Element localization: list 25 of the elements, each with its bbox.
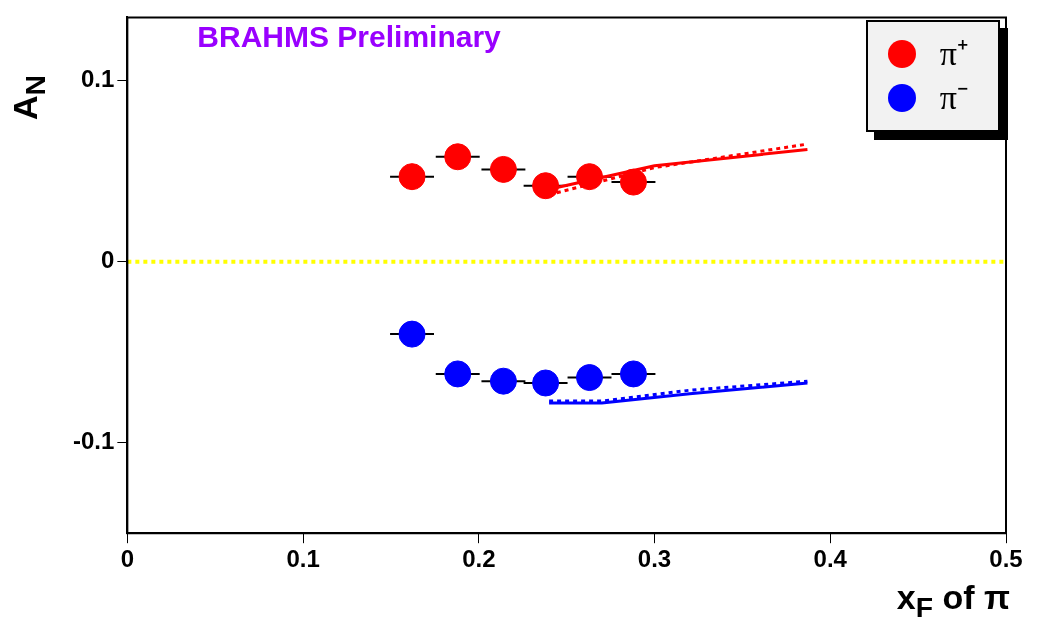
point	[444, 360, 472, 388]
x-tick-label: 0	[120, 545, 135, 573]
y-tick-label: 0.1	[80, 65, 115, 93]
point	[398, 320, 426, 348]
legend-label: π⁺	[939, 34, 968, 74]
point	[532, 369, 560, 397]
point	[489, 155, 517, 183]
y-tick-label: -0.1	[73, 427, 115, 455]
x-tick-label: 0.5	[989, 545, 1023, 573]
point	[444, 143, 472, 171]
x-tick-label: 0.4	[813, 545, 848, 573]
point	[619, 168, 647, 196]
point	[532, 172, 560, 200]
point	[576, 364, 604, 392]
x-axis-title: x$_{F}$ of π	[896, 578, 1010, 624]
annotation: BRAHMS Preliminary	[197, 19, 502, 53]
point	[576, 163, 604, 191]
x-tick-label: 0.3	[637, 545, 672, 573]
x-tick-label: 0.2	[462, 545, 496, 573]
y-tick-label: 0	[101, 246, 115, 274]
point	[619, 360, 647, 388]
point	[398, 163, 426, 191]
x-tick-label: 0.1	[286, 545, 320, 573]
legend-label: π⁻	[939, 78, 968, 118]
point	[489, 367, 517, 395]
